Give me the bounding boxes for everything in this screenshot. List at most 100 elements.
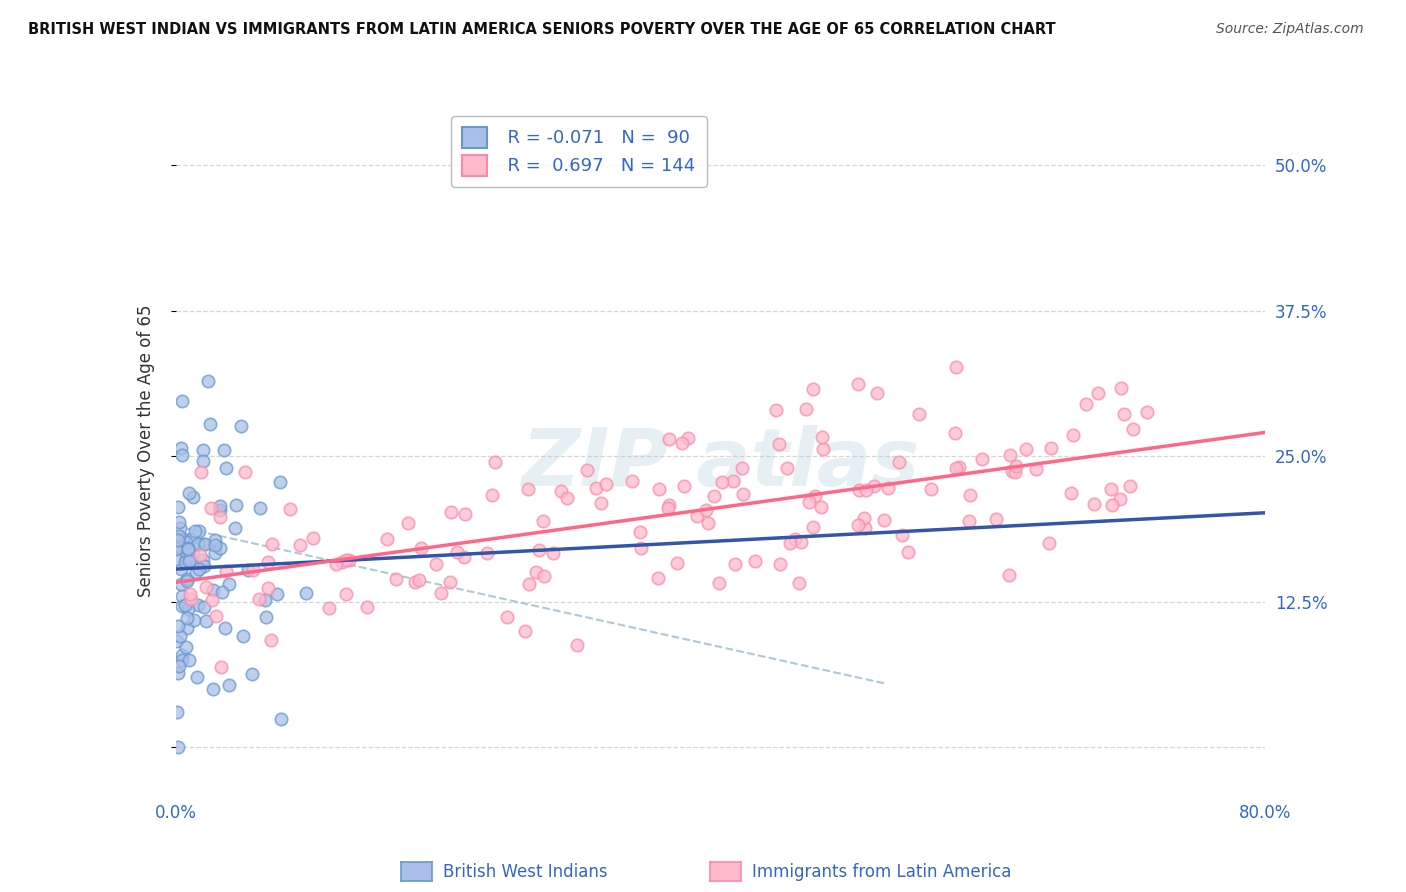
- Point: [527, 542, 550, 557]
- Point: [184, 524, 207, 538]
- Point: [197, 374, 219, 388]
- Point: [657, 501, 679, 516]
- Point: [1101, 498, 1123, 512]
- Point: [810, 500, 832, 515]
- Point: [846, 377, 869, 392]
- Point: [555, 491, 578, 505]
- Point: [731, 487, 754, 501]
- Point: [959, 515, 981, 529]
- Point: [165, 542, 187, 557]
- Point: [811, 442, 834, 456]
- Point: [475, 546, 498, 560]
- Point: [172, 393, 194, 408]
- Point: [673, 478, 696, 492]
- Point: [191, 537, 214, 551]
- Point: [703, 489, 725, 503]
- Point: [647, 571, 669, 585]
- Point: [1062, 428, 1084, 442]
- Point: [768, 437, 790, 451]
- Point: [172, 533, 194, 547]
- Point: [256, 556, 278, 570]
- Point: [794, 402, 817, 417]
- Point: [188, 548, 211, 562]
- Y-axis label: Seniors Poverty Over the Age of 65: Seniors Poverty Over the Age of 65: [136, 304, 155, 597]
- Point: [260, 633, 283, 648]
- Point: [179, 533, 201, 547]
- Point: [167, 529, 190, 543]
- Point: [181, 491, 204, 505]
- Point: [193, 553, 215, 567]
- Point: [270, 712, 292, 726]
- Point: [294, 586, 316, 600]
- Point: [335, 587, 357, 601]
- Point: [177, 653, 200, 667]
- Point: [481, 488, 503, 502]
- Text: Immigrants from Latin America: Immigrants from Latin America: [752, 863, 1011, 881]
- Point: [1087, 386, 1109, 401]
- Point: [204, 533, 226, 547]
- Point: [671, 435, 693, 450]
- Point: [170, 648, 193, 662]
- Point: [166, 666, 188, 681]
- Point: [187, 598, 209, 612]
- Point: [191, 453, 214, 467]
- Point: [948, 459, 970, 474]
- Point: [166, 740, 188, 755]
- Point: [439, 574, 461, 589]
- Point: [543, 546, 565, 560]
- Point: [214, 442, 236, 457]
- Point: [170, 562, 193, 576]
- Point: [209, 499, 232, 513]
- Point: [254, 610, 277, 624]
- Point: [167, 618, 190, 632]
- Point: [201, 593, 224, 607]
- Point: [249, 501, 271, 516]
- Point: [174, 552, 197, 566]
- Point: [188, 562, 211, 576]
- Point: [170, 441, 193, 455]
- Point: [453, 550, 475, 565]
- Point: [204, 546, 226, 560]
- Point: [231, 419, 253, 434]
- Point: [201, 681, 224, 696]
- Point: [215, 461, 238, 475]
- Point: [1076, 397, 1098, 411]
- Point: [169, 629, 191, 643]
- Point: [630, 541, 652, 556]
- Point: [174, 640, 197, 654]
- Point: [801, 382, 824, 396]
- Point: [446, 544, 468, 558]
- Point: [232, 629, 254, 643]
- Point: [531, 514, 554, 528]
- Point: [179, 486, 201, 500]
- Point: [920, 483, 942, 497]
- Point: [269, 475, 291, 489]
- Point: [765, 402, 787, 417]
- Point: [257, 582, 280, 596]
- Point: [440, 505, 463, 519]
- Point: [249, 592, 271, 607]
- Point: [356, 599, 378, 614]
- Point: [1060, 486, 1083, 500]
- Point: [200, 417, 222, 432]
- Point: [240, 666, 263, 681]
- Point: [183, 613, 205, 627]
- Point: [779, 536, 801, 550]
- Point: [889, 455, 911, 469]
- Point: [876, 482, 898, 496]
- Point: [658, 498, 681, 512]
- Point: [576, 463, 599, 477]
- Point: [179, 587, 201, 601]
- Point: [550, 484, 572, 499]
- Point: [517, 483, 540, 497]
- Point: [176, 572, 198, 586]
- Point: [1038, 536, 1060, 550]
- Point: [339, 552, 361, 566]
- Point: [176, 602, 198, 616]
- Point: [1112, 407, 1135, 421]
- Point: [177, 554, 200, 568]
- Text: ZIP atlas: ZIP atlas: [522, 425, 920, 503]
- Point: [215, 564, 238, 578]
- Text: Source: ZipAtlas.com: Source: ZipAtlas.com: [1216, 22, 1364, 37]
- Point: [513, 624, 536, 638]
